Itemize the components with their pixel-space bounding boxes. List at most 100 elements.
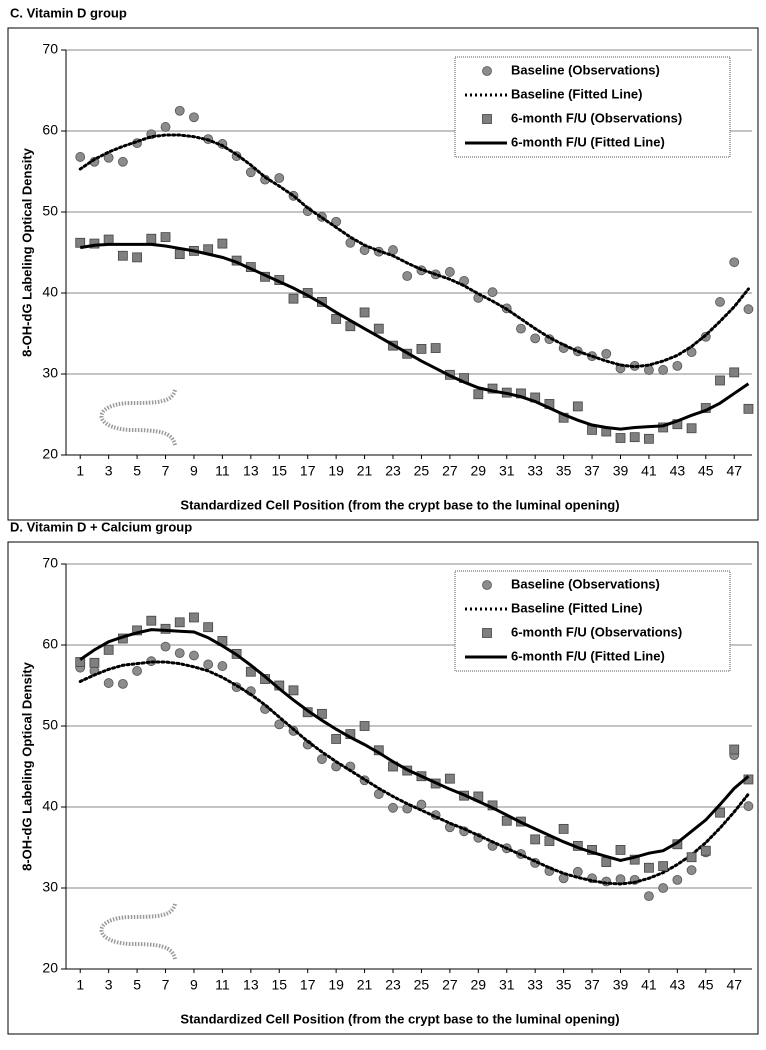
x-tick-label: 13 [243, 463, 259, 479]
marker [572, 866, 583, 877]
x-tick-label: 25 [414, 977, 430, 993]
marker [75, 152, 86, 162]
marker [359, 721, 370, 731]
marker [132, 666, 142, 676]
y-tick-label: 30 [42, 365, 58, 381]
x-tick-label: 33 [527, 977, 543, 993]
legend-label: 6-month F/U (Fitted Line) [511, 134, 665, 149]
marker [89, 657, 100, 668]
marker [245, 167, 256, 178]
marker [117, 250, 128, 261]
fitted-line [79, 628, 750, 863]
legend-label: Baseline (Fitted Line) [511, 600, 642, 615]
legend-label: 6-month F/U (Observations) [511, 624, 682, 639]
x-tick-label: 29 [471, 977, 487, 993]
x-tick-label: 45 [698, 977, 714, 993]
marker [672, 360, 683, 371]
x-tick-label: 47 [726, 463, 742, 479]
marker [601, 348, 612, 359]
x-tick-label: 1 [76, 977, 84, 993]
marker [658, 861, 669, 872]
marker [672, 875, 683, 885]
x-tick-label: 37 [584, 977, 600, 993]
x-tick-label: 7 [162, 977, 170, 993]
marker [644, 862, 654, 873]
marker [715, 375, 725, 386]
x-tick-label: 27 [442, 977, 458, 993]
marker [686, 423, 697, 434]
x-tick-label: 45 [698, 463, 714, 479]
x-tick-label: 19 [328, 463, 344, 479]
marker [146, 615, 157, 626]
x-tick-label: 31 [499, 463, 515, 479]
marker [530, 333, 541, 344]
marker [317, 708, 327, 719]
y-tick-label: 70 [42, 41, 58, 57]
x-tick-label: 21 [357, 463, 373, 479]
marker [245, 666, 256, 677]
x-tick-label: 3 [105, 463, 113, 479]
marker [743, 801, 754, 812]
x-tick-label: 15 [271, 977, 287, 993]
x-tick-label: 17 [300, 463, 316, 479]
marker [203, 622, 214, 633]
legend-label: 6-month F/U (Fitted Line) [511, 648, 665, 663]
marker [388, 802, 398, 813]
marker [700, 845, 711, 856]
panel-border [7, 27, 759, 521]
x-axis-label: Standardized Cell Position (from the cry… [180, 1011, 619, 1026]
fitted-line [78, 133, 750, 369]
marker [217, 661, 228, 671]
x-tick-label: 5 [133, 977, 141, 993]
marker [444, 773, 455, 784]
marker [743, 304, 754, 315]
marker [103, 234, 114, 245]
marker [644, 433, 654, 444]
marker [331, 314, 342, 324]
crypt-icon [99, 903, 177, 960]
marker [203, 659, 214, 670]
x-tick-label: 1 [76, 463, 84, 479]
x-tick-label: 39 [613, 977, 629, 993]
marker [217, 238, 228, 249]
y-tick-label: 20 [42, 446, 58, 462]
marker [274, 173, 285, 183]
x-tick-label: 47 [726, 977, 742, 993]
marker [160, 641, 171, 652]
marker [473, 389, 484, 400]
x-tick-label: 13 [243, 977, 259, 993]
x-tick-label: 35 [556, 463, 572, 479]
marker [658, 883, 669, 893]
marker [715, 807, 725, 818]
x-tick-label: 7 [162, 463, 170, 479]
legend-label: Baseline (Fitted Line) [511, 86, 642, 101]
x-tick-label: 27 [442, 463, 458, 479]
y-tick-label: 70 [42, 555, 58, 571]
marker [487, 287, 498, 298]
y-tick-label: 60 [42, 122, 58, 138]
marker [174, 105, 185, 116]
marker [117, 156, 128, 167]
fitted-line [78, 660, 750, 886]
x-tick-label: 31 [499, 977, 515, 993]
x-tick-label: 43 [670, 463, 686, 479]
y-axis-label: 8-OH-dG Labeling Optical Density [19, 147, 34, 357]
panel-title: C. Vitamin D group [10, 5, 127, 20]
legend-marker [482, 66, 492, 76]
marker [615, 433, 626, 443]
marker [729, 367, 740, 378]
marker [174, 249, 185, 260]
x-tick-label: 3 [105, 977, 113, 993]
marker [317, 754, 327, 765]
y-tick-label: 50 [42, 717, 58, 733]
marker [658, 365, 669, 375]
legend-box [454, 570, 731, 672]
x-tick-label: 39 [613, 463, 629, 479]
marker [729, 744, 740, 755]
x-tick-label: 43 [670, 977, 686, 993]
marker [558, 823, 569, 834]
marker [373, 323, 384, 334]
x-tick-label: 35 [556, 977, 572, 993]
x-tick-label: 21 [357, 977, 373, 993]
